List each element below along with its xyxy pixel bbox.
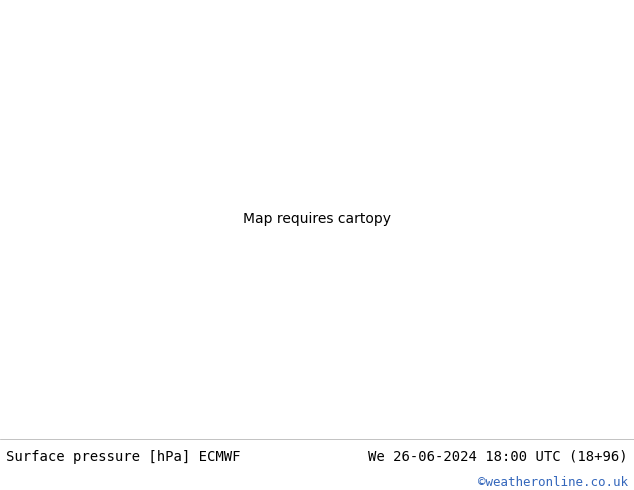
Text: We 26-06-2024 18:00 UTC (18+96): We 26-06-2024 18:00 UTC (18+96) — [368, 449, 628, 464]
Text: Surface pressure [hPa] ECMWF: Surface pressure [hPa] ECMWF — [6, 449, 241, 464]
Text: ©weatheronline.co.uk: ©weatheronline.co.uk — [477, 476, 628, 489]
Text: Map requires cartopy: Map requires cartopy — [243, 212, 391, 226]
